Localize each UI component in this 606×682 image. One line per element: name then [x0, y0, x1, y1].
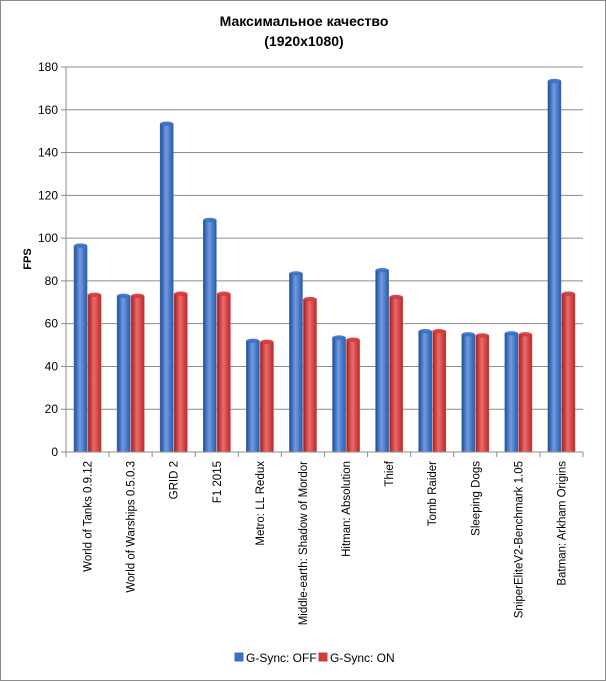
bar-cap: [131, 293, 145, 299]
bar-gsync-off: [332, 337, 346, 453]
bar-gsync-off: [159, 123, 174, 453]
bar-gsync-off: [289, 273, 303, 453]
bar-gsync-on: [260, 341, 274, 453]
legend-swatch: [234, 652, 244, 662]
bar-cap: [418, 328, 432, 334]
bar-gsync-off: [116, 295, 131, 453]
bar-cap: [561, 291, 575, 296]
bar-gsync-off: [375, 269, 389, 453]
bar-cap: [174, 291, 188, 296]
y-tick-label: 180: [38, 60, 58, 74]
x-tick-label: Sleeping Dogs: [470, 461, 482, 536]
bar-cap: [504, 331, 518, 336]
x-tick-label: Metro: LL Redux: [255, 461, 267, 546]
x-tick-label: Batman: Arkham Origins: [556, 461, 568, 586]
x-tick-label: World of Warships 0.5.0.3: [126, 461, 138, 593]
x-tick-label: F1 2015: [212, 461, 224, 503]
bar-gsync-off: [418, 330, 433, 453]
bar-cap: [518, 332, 532, 337]
x-tick-label: Tomb Raider: [427, 461, 439, 526]
bar-gsync-on: [216, 293, 231, 453]
x-tick-label: GRID 2: [169, 461, 181, 499]
legend-swatch: [318, 652, 328, 662]
bar-gsync-on: [389, 296, 403, 453]
chart-subtitle: (1920x1080): [264, 33, 343, 49]
bar-cap: [389, 294, 403, 300]
bar-cap: [346, 337, 360, 342]
bar-gsync-off: [461, 334, 476, 453]
x-tick-label: Hitman: Absolution: [341, 461, 353, 557]
bar-gsync-on: [432, 330, 447, 453]
bar-cap: [332, 335, 346, 340]
bar-cap: [203, 217, 217, 223]
bar-cap: [475, 333, 489, 338]
x-tick-label: World of Tanks 0.9.12: [83, 461, 95, 572]
bar-gsync-on: [130, 295, 145, 453]
bar-gsync-on: [346, 339, 360, 453]
bar-cap: [74, 243, 88, 248]
y-tick-label: 40: [45, 359, 59, 373]
bar-cap: [88, 292, 102, 297]
bar-cap: [303, 296, 317, 302]
chart-title: Максимальное качество: [220, 13, 389, 29]
bar-gsync-off: [547, 80, 562, 453]
bar-gsync-off: [246, 340, 260, 453]
bar-cap: [117, 293, 131, 299]
y-axis-label: FPS: [22, 248, 34, 269]
y-tick-label: 120: [38, 188, 58, 202]
bar-gsync-on: [518, 334, 533, 453]
legend-label: G-Sync: OFF: [246, 651, 317, 665]
bar-gsync-on: [303, 298, 317, 453]
y-tick-label: 20: [45, 402, 59, 416]
x-tick-label: Thief: [384, 460, 396, 486]
bar-cap: [260, 339, 274, 345]
bar-cap: [160, 121, 174, 126]
y-tick-label: 80: [45, 274, 59, 288]
x-tick-label: Middle-earth: Shadow of Mordor: [298, 461, 310, 625]
bar-gsync-on: [561, 293, 576, 453]
y-tick-label: 160: [38, 103, 58, 117]
bar-cap: [375, 267, 389, 273]
bar-gsync-off: [73, 245, 88, 453]
bar-gsync-off: [202, 219, 217, 453]
y-tick-label: 140: [38, 146, 58, 160]
bar-gsync-on: [475, 335, 490, 453]
bar-cap: [246, 338, 260, 343]
y-tick-label: 100: [38, 231, 58, 245]
y-tick-label: 0: [51, 445, 58, 459]
bar-cap: [547, 78, 561, 84]
bar-cap: [432, 328, 446, 334]
legend-label: G-Sync: ON: [330, 651, 395, 665]
y-tick-label: 60: [45, 317, 59, 331]
bar-cap: [289, 271, 303, 276]
bar-gsync-on: [173, 293, 188, 453]
bar-gsync-on: [87, 294, 102, 453]
bar-cap: [461, 332, 475, 337]
bar-gsync-off: [504, 332, 519, 453]
bar-cap: [217, 291, 231, 296]
x-tick-label: SniperEliteV2-Benchmark 1.05: [513, 461, 525, 618]
